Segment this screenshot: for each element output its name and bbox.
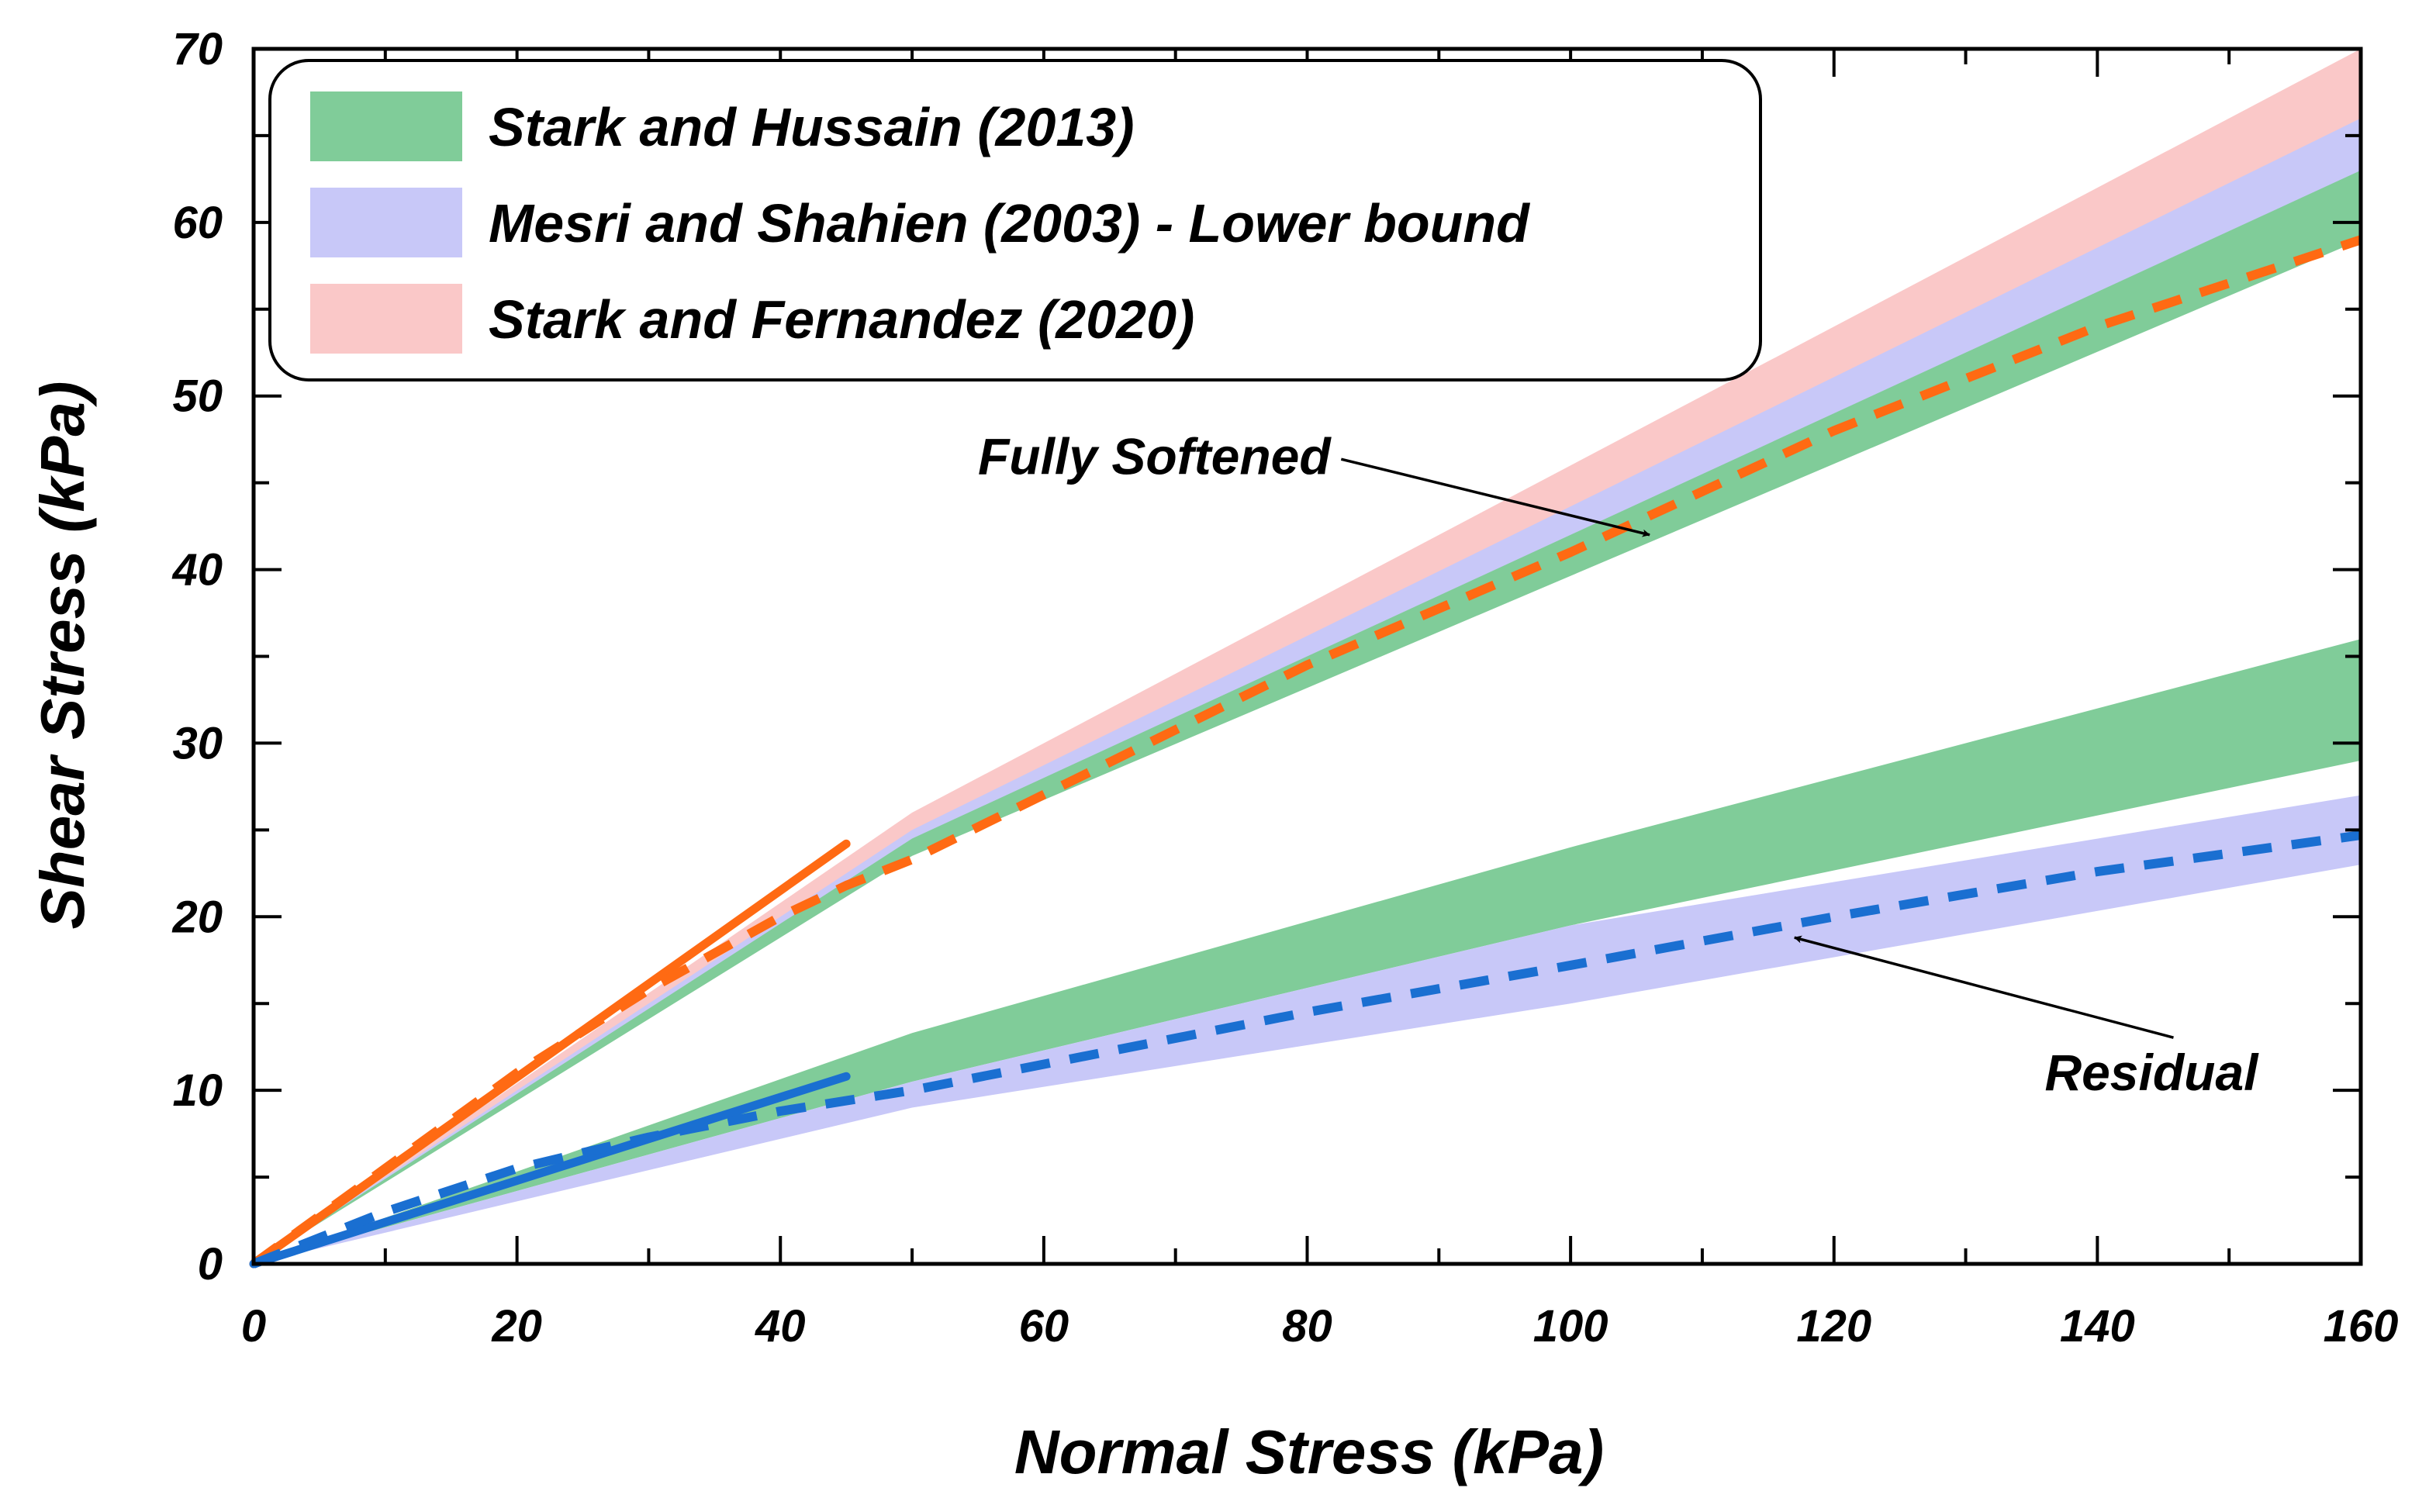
legend-box [268,59,1762,381]
annotation-arrow-fully-softened [1340,457,1650,537]
band-mesri-and-shahien-2003-residual [254,795,2361,1264]
x-axis-title: Normal Stress (kPa) [1014,1417,1604,1486]
band-mesri-and-shahien-2003-fully-softened [254,118,2361,1265]
legend: Stark and Hussain (2013) Mesri and Shahie… [268,59,1762,381]
x-tick-label: 80 [1282,1301,1332,1351]
y-tick-label: 60 [172,198,223,248]
annotation-arrow-residual [1794,935,2174,1039]
y-tick-label: 40 [171,545,223,595]
y-tick-label: 0 [198,1239,223,1289]
legend-label-3: Stark and Fernandez (2020) [489,289,1194,350]
annotation-layer: Fully Softened Residual [978,427,2259,1101]
legend-swatch-1 [310,91,462,161]
y-tick-label: 20 [171,892,223,942]
tick-label-layer: 0 20 40 60 80 100 120 140 160 0 10 20 30 40 50 60 70 [171,24,2398,1351]
x-tick-label: 40 [755,1301,806,1351]
legend-swatch-2 [310,188,462,257]
y-tick-label: 70 [172,24,223,74]
band-stark-and-hussain-2013-fully-softened [254,170,2361,1265]
x-tick-label: 20 [491,1301,542,1351]
y-tick-label: 50 [172,371,223,422]
y-tick-label: 30 [172,718,223,768]
legend-swatch-3 [310,284,462,354]
x-tick-label: 60 [1019,1301,1069,1351]
series-fully-softened-fit-dashed [251,235,2362,1268]
y-axis-title: Shear Stress (kPa) [28,381,97,929]
annotation-residual: Residual [2044,1044,2259,1101]
series-residual-fit-solid [249,1072,851,1269]
series-layer [249,235,2362,1269]
y-tick-label: 10 [172,1065,223,1116]
x-tick-label: 160 [2324,1301,2399,1351]
annotation-fully-softened: Fully Softened [978,427,1332,485]
legend-label-1: Stark and Hussain (2013) [489,97,1135,157]
series-residual-fit-dashed [251,830,2362,1269]
x-tick-label: 120 [1796,1301,1871,1351]
band-stark-and-hussain-2013-residual [254,639,2361,1264]
x-tick-label: 140 [2060,1301,2135,1351]
x-tick-label: 100 [1533,1301,1608,1351]
x-tick-label: 0 [241,1301,266,1351]
legend-label-2: Mesri and Shahien (2003) - Lower bound [489,193,1530,254]
